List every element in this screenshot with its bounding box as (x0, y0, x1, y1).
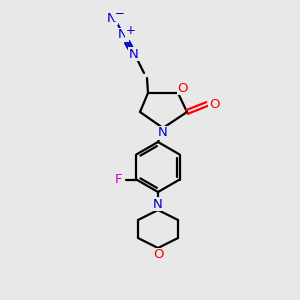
Text: −: − (115, 8, 125, 20)
Text: O: O (209, 98, 219, 110)
Text: O: O (178, 82, 188, 94)
Text: O: O (153, 248, 163, 262)
Text: F: F (115, 173, 122, 186)
Text: N: N (158, 127, 168, 140)
Text: N: N (118, 28, 128, 41)
Text: N: N (153, 197, 163, 211)
Text: N: N (107, 11, 117, 25)
Text: N: N (129, 47, 139, 61)
Text: +: + (126, 25, 136, 38)
